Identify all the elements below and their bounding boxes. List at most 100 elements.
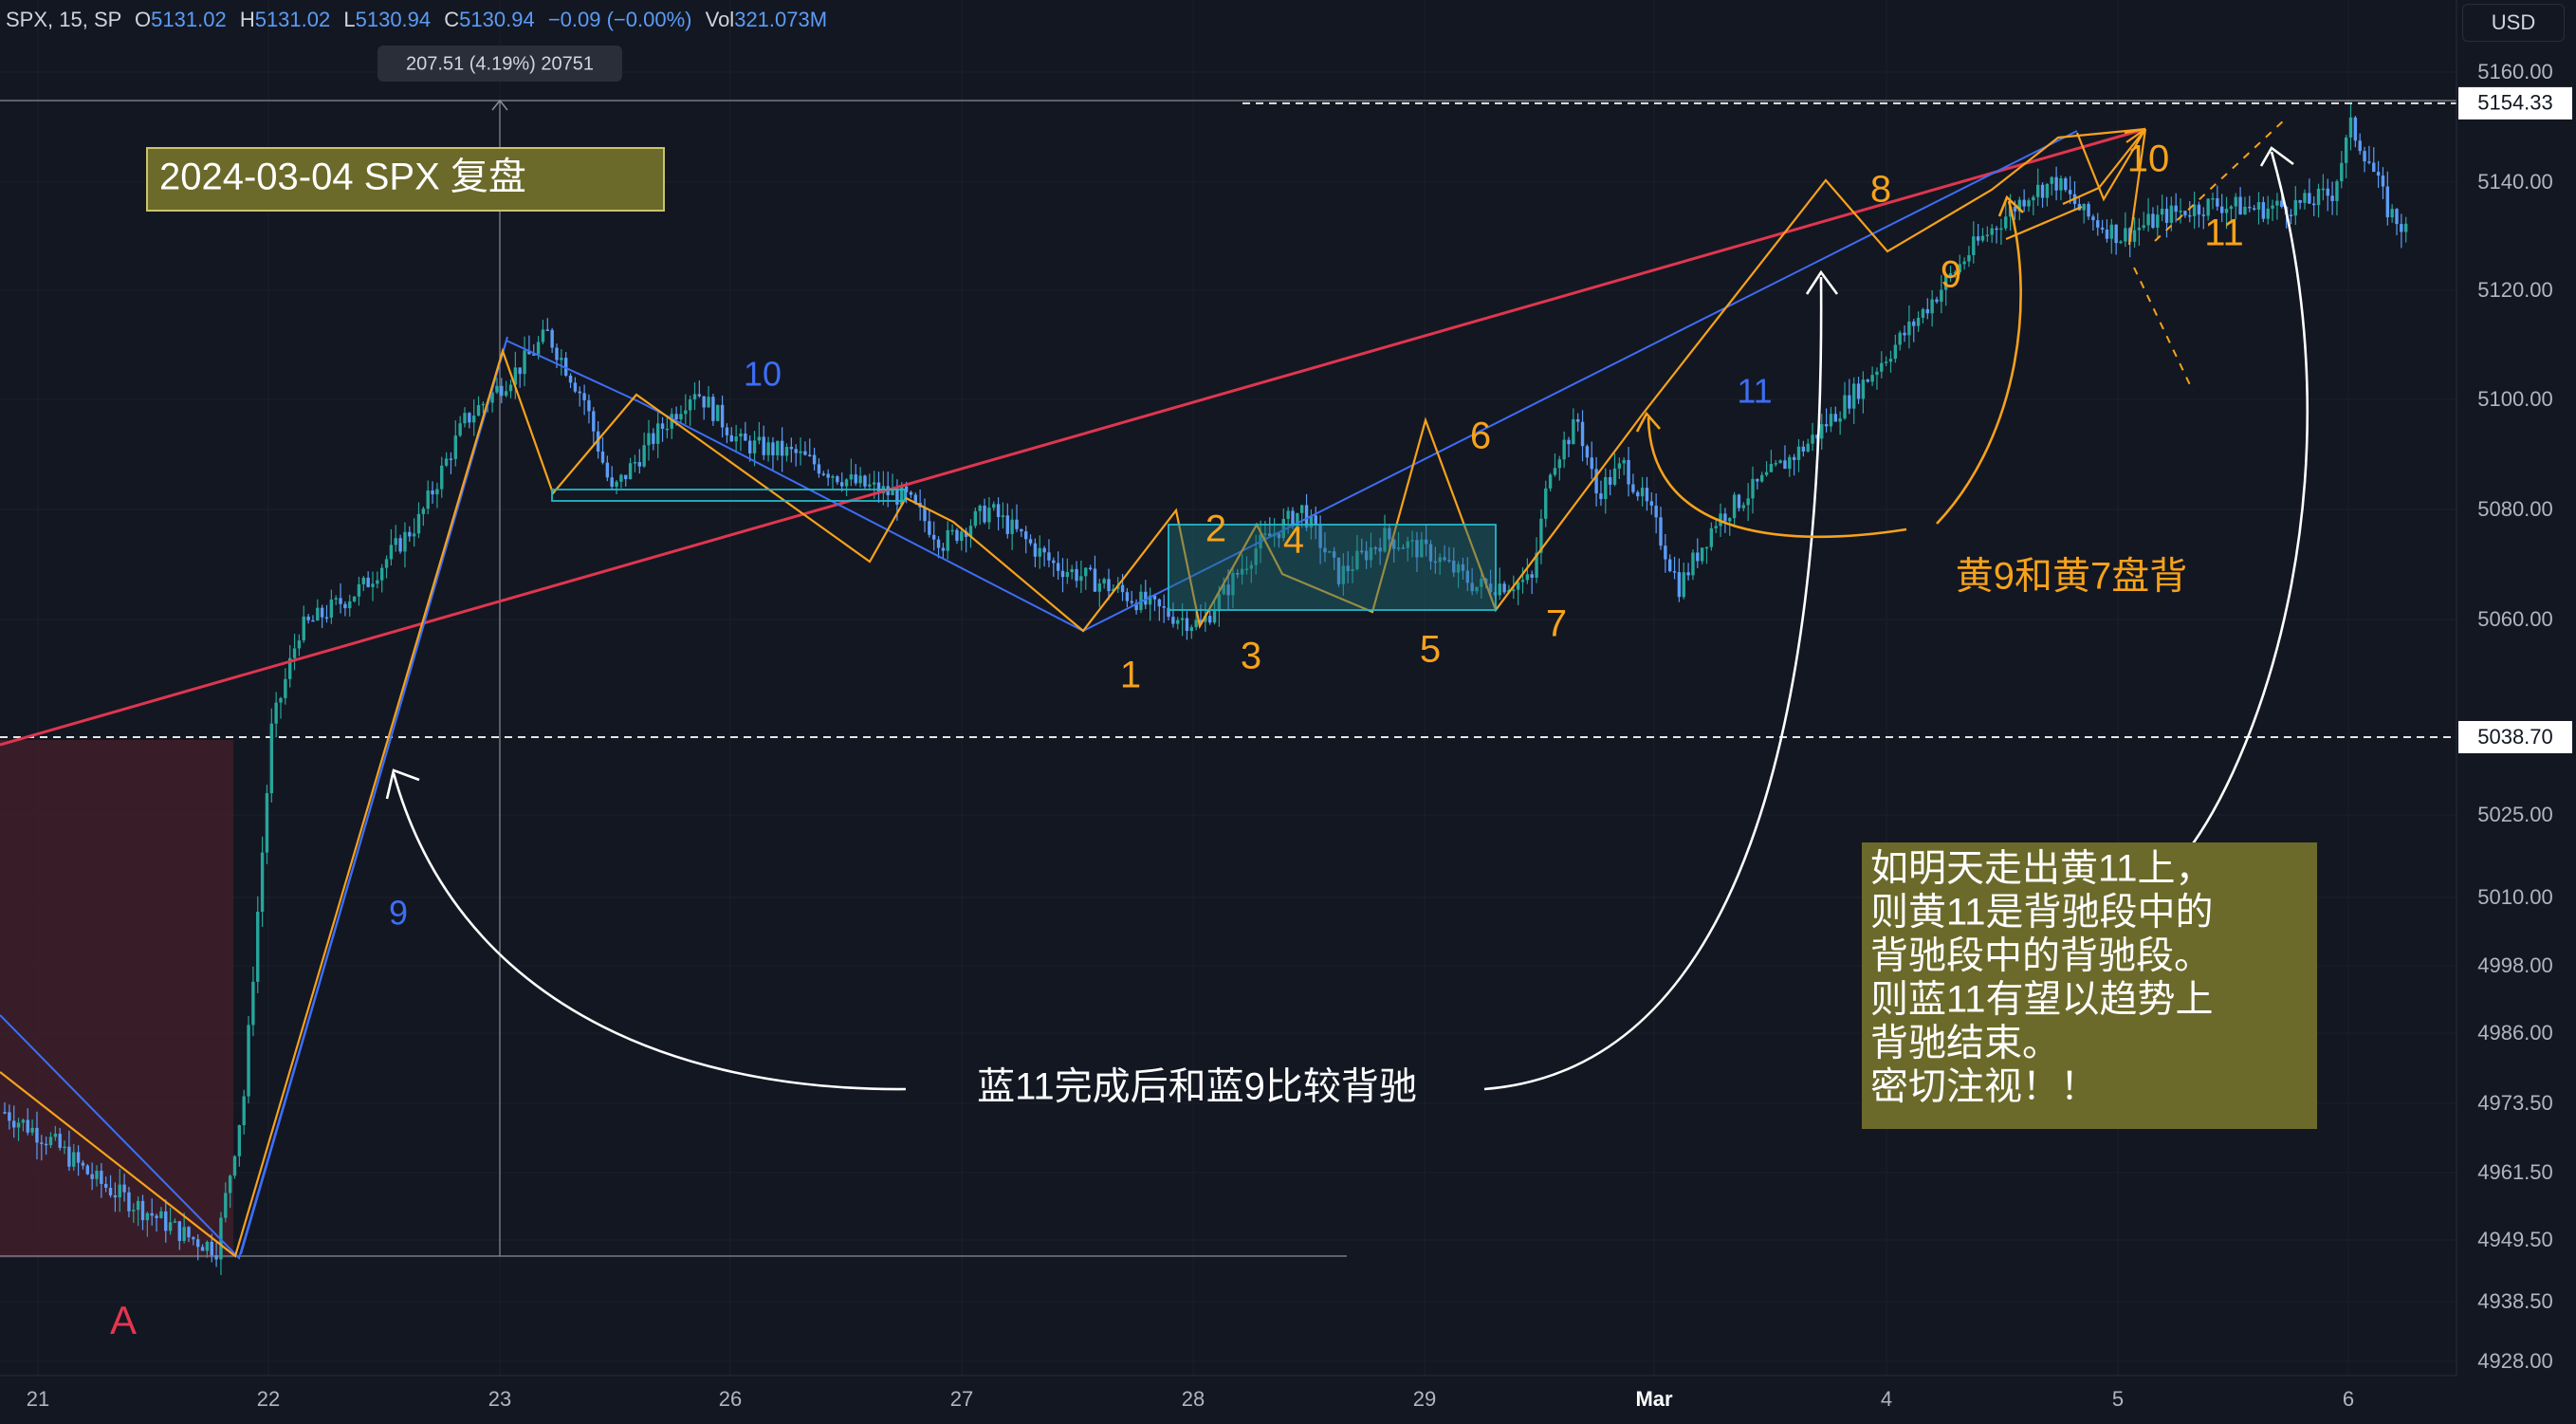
candle-body bbox=[1769, 463, 1774, 472]
candle-body bbox=[670, 414, 673, 429]
candle-body bbox=[481, 403, 486, 406]
arrow-to-blue-9 bbox=[392, 772, 907, 1091]
orange-wave-label: 2 bbox=[1205, 509, 1226, 550]
time-tick-label: 4 bbox=[1881, 1387, 1892, 1411]
close-label: C bbox=[444, 8, 460, 31]
candle-body bbox=[1944, 275, 1948, 290]
candle-body bbox=[1010, 519, 1014, 534]
candle-body bbox=[2064, 177, 2068, 191]
candle-body bbox=[2234, 196, 2237, 207]
candle-body bbox=[2082, 203, 2086, 211]
red-trend-line bbox=[0, 127, 2146, 747]
measure-label: 207.51 (4.19%) 20751 bbox=[406, 53, 594, 74]
candle-body bbox=[716, 404, 720, 421]
candle-body bbox=[2404, 223, 2408, 232]
measure-tool: 207.51 (4.19%) 20751 bbox=[0, 46, 2456, 1257]
candle-body bbox=[504, 391, 508, 397]
candle-body bbox=[1686, 572, 1690, 576]
candle-body bbox=[421, 509, 426, 514]
candle-body bbox=[508, 384, 513, 392]
candle-body bbox=[1921, 308, 1925, 318]
candle-body bbox=[992, 504, 996, 509]
candle-body bbox=[1520, 580, 1525, 583]
candle-body bbox=[1152, 595, 1157, 600]
candle-body bbox=[523, 350, 526, 375]
candle-body bbox=[292, 648, 297, 658]
candle-body bbox=[868, 484, 872, 487]
candle-body bbox=[1208, 616, 1212, 623]
candle-body bbox=[513, 367, 518, 385]
candle-body bbox=[431, 490, 434, 495]
arrow-to-blue-11 bbox=[1483, 276, 1823, 1091]
candle-body bbox=[371, 583, 375, 587]
arrow-to-orange-11 bbox=[2187, 151, 2309, 850]
candle-body bbox=[1829, 414, 1833, 427]
candle-body bbox=[752, 440, 757, 453]
orange-wave-label: 4 bbox=[1283, 520, 1304, 562]
candle-body bbox=[320, 607, 324, 618]
candle-body bbox=[12, 1120, 16, 1128]
candle-body bbox=[1668, 559, 1672, 572]
candle-body bbox=[739, 433, 743, 437]
candle-body bbox=[1189, 627, 1193, 632]
candle-body bbox=[592, 411, 596, 432]
candle-body bbox=[85, 1165, 89, 1174]
price-tick-label: 5120.00 bbox=[2477, 278, 2553, 302]
candle-body bbox=[821, 473, 825, 475]
blue-9-line bbox=[240, 336, 508, 1255]
candle-body bbox=[394, 538, 397, 546]
candle-body bbox=[1820, 424, 1824, 439]
candle-body bbox=[1332, 551, 1336, 558]
candle-body bbox=[2050, 176, 2053, 184]
candle-body bbox=[247, 1025, 250, 1097]
candle-body bbox=[647, 433, 651, 446]
candle-body bbox=[2032, 196, 2035, 201]
candle-body bbox=[2216, 197, 2219, 207]
candle-body bbox=[2142, 225, 2145, 228]
candle-body bbox=[1599, 493, 1603, 499]
candle-body bbox=[2040, 184, 2045, 198]
candle-body bbox=[674, 414, 678, 420]
candle-body bbox=[1157, 599, 1162, 607]
price-badge-label: 5038.70 bbox=[2477, 725, 2553, 749]
arrow-head-icon bbox=[1805, 269, 1839, 295]
blue-wave-label: 11 bbox=[1737, 372, 1772, 411]
candle-body bbox=[1424, 539, 1428, 545]
candle-body bbox=[90, 1174, 94, 1179]
candle-body bbox=[1125, 592, 1130, 601]
candle-body bbox=[2114, 224, 2118, 244]
candle-body bbox=[108, 1187, 113, 1195]
candle-body bbox=[44, 1143, 48, 1146]
candle-body bbox=[909, 491, 913, 495]
candle-body bbox=[1502, 583, 1506, 593]
orange-wave-label: 7 bbox=[1546, 603, 1567, 645]
candle-body bbox=[1645, 488, 1649, 502]
candle-body bbox=[72, 1152, 76, 1167]
candle-body bbox=[472, 416, 476, 423]
candle-body bbox=[311, 620, 315, 622]
candle-body bbox=[288, 657, 292, 679]
candle-body bbox=[1107, 579, 1111, 592]
annotation-labels: 2024-03-04 SPX 复盘 A 1 2 3 4 5 6 7 8 9 10 11 9 10 11 蓝11完… bbox=[110, 139, 2317, 1342]
candle-body bbox=[642, 445, 646, 467]
candle-body bbox=[1001, 515, 1005, 518]
candle-body bbox=[1180, 618, 1185, 620]
candle-body bbox=[458, 423, 462, 436]
candle-body bbox=[1562, 439, 1566, 460]
currency-button[interactable]: USD bbox=[2462, 4, 2565, 42]
candle-body bbox=[2252, 208, 2256, 210]
candle-body bbox=[302, 616, 305, 641]
candle-body bbox=[1263, 533, 1267, 535]
candle-body bbox=[1309, 515, 1314, 528]
arrow-head-icon bbox=[1997, 194, 2024, 217]
candle-body bbox=[1120, 584, 1125, 593]
candle-body bbox=[794, 449, 798, 453]
candle-body bbox=[1714, 526, 1718, 528]
candle-body bbox=[352, 596, 357, 601]
candle-body bbox=[100, 1171, 103, 1184]
candle-body bbox=[1323, 547, 1327, 553]
time-tick-label: 6 bbox=[2343, 1387, 2354, 1411]
candle-body bbox=[2132, 230, 2137, 242]
candle-body bbox=[1060, 570, 1065, 578]
